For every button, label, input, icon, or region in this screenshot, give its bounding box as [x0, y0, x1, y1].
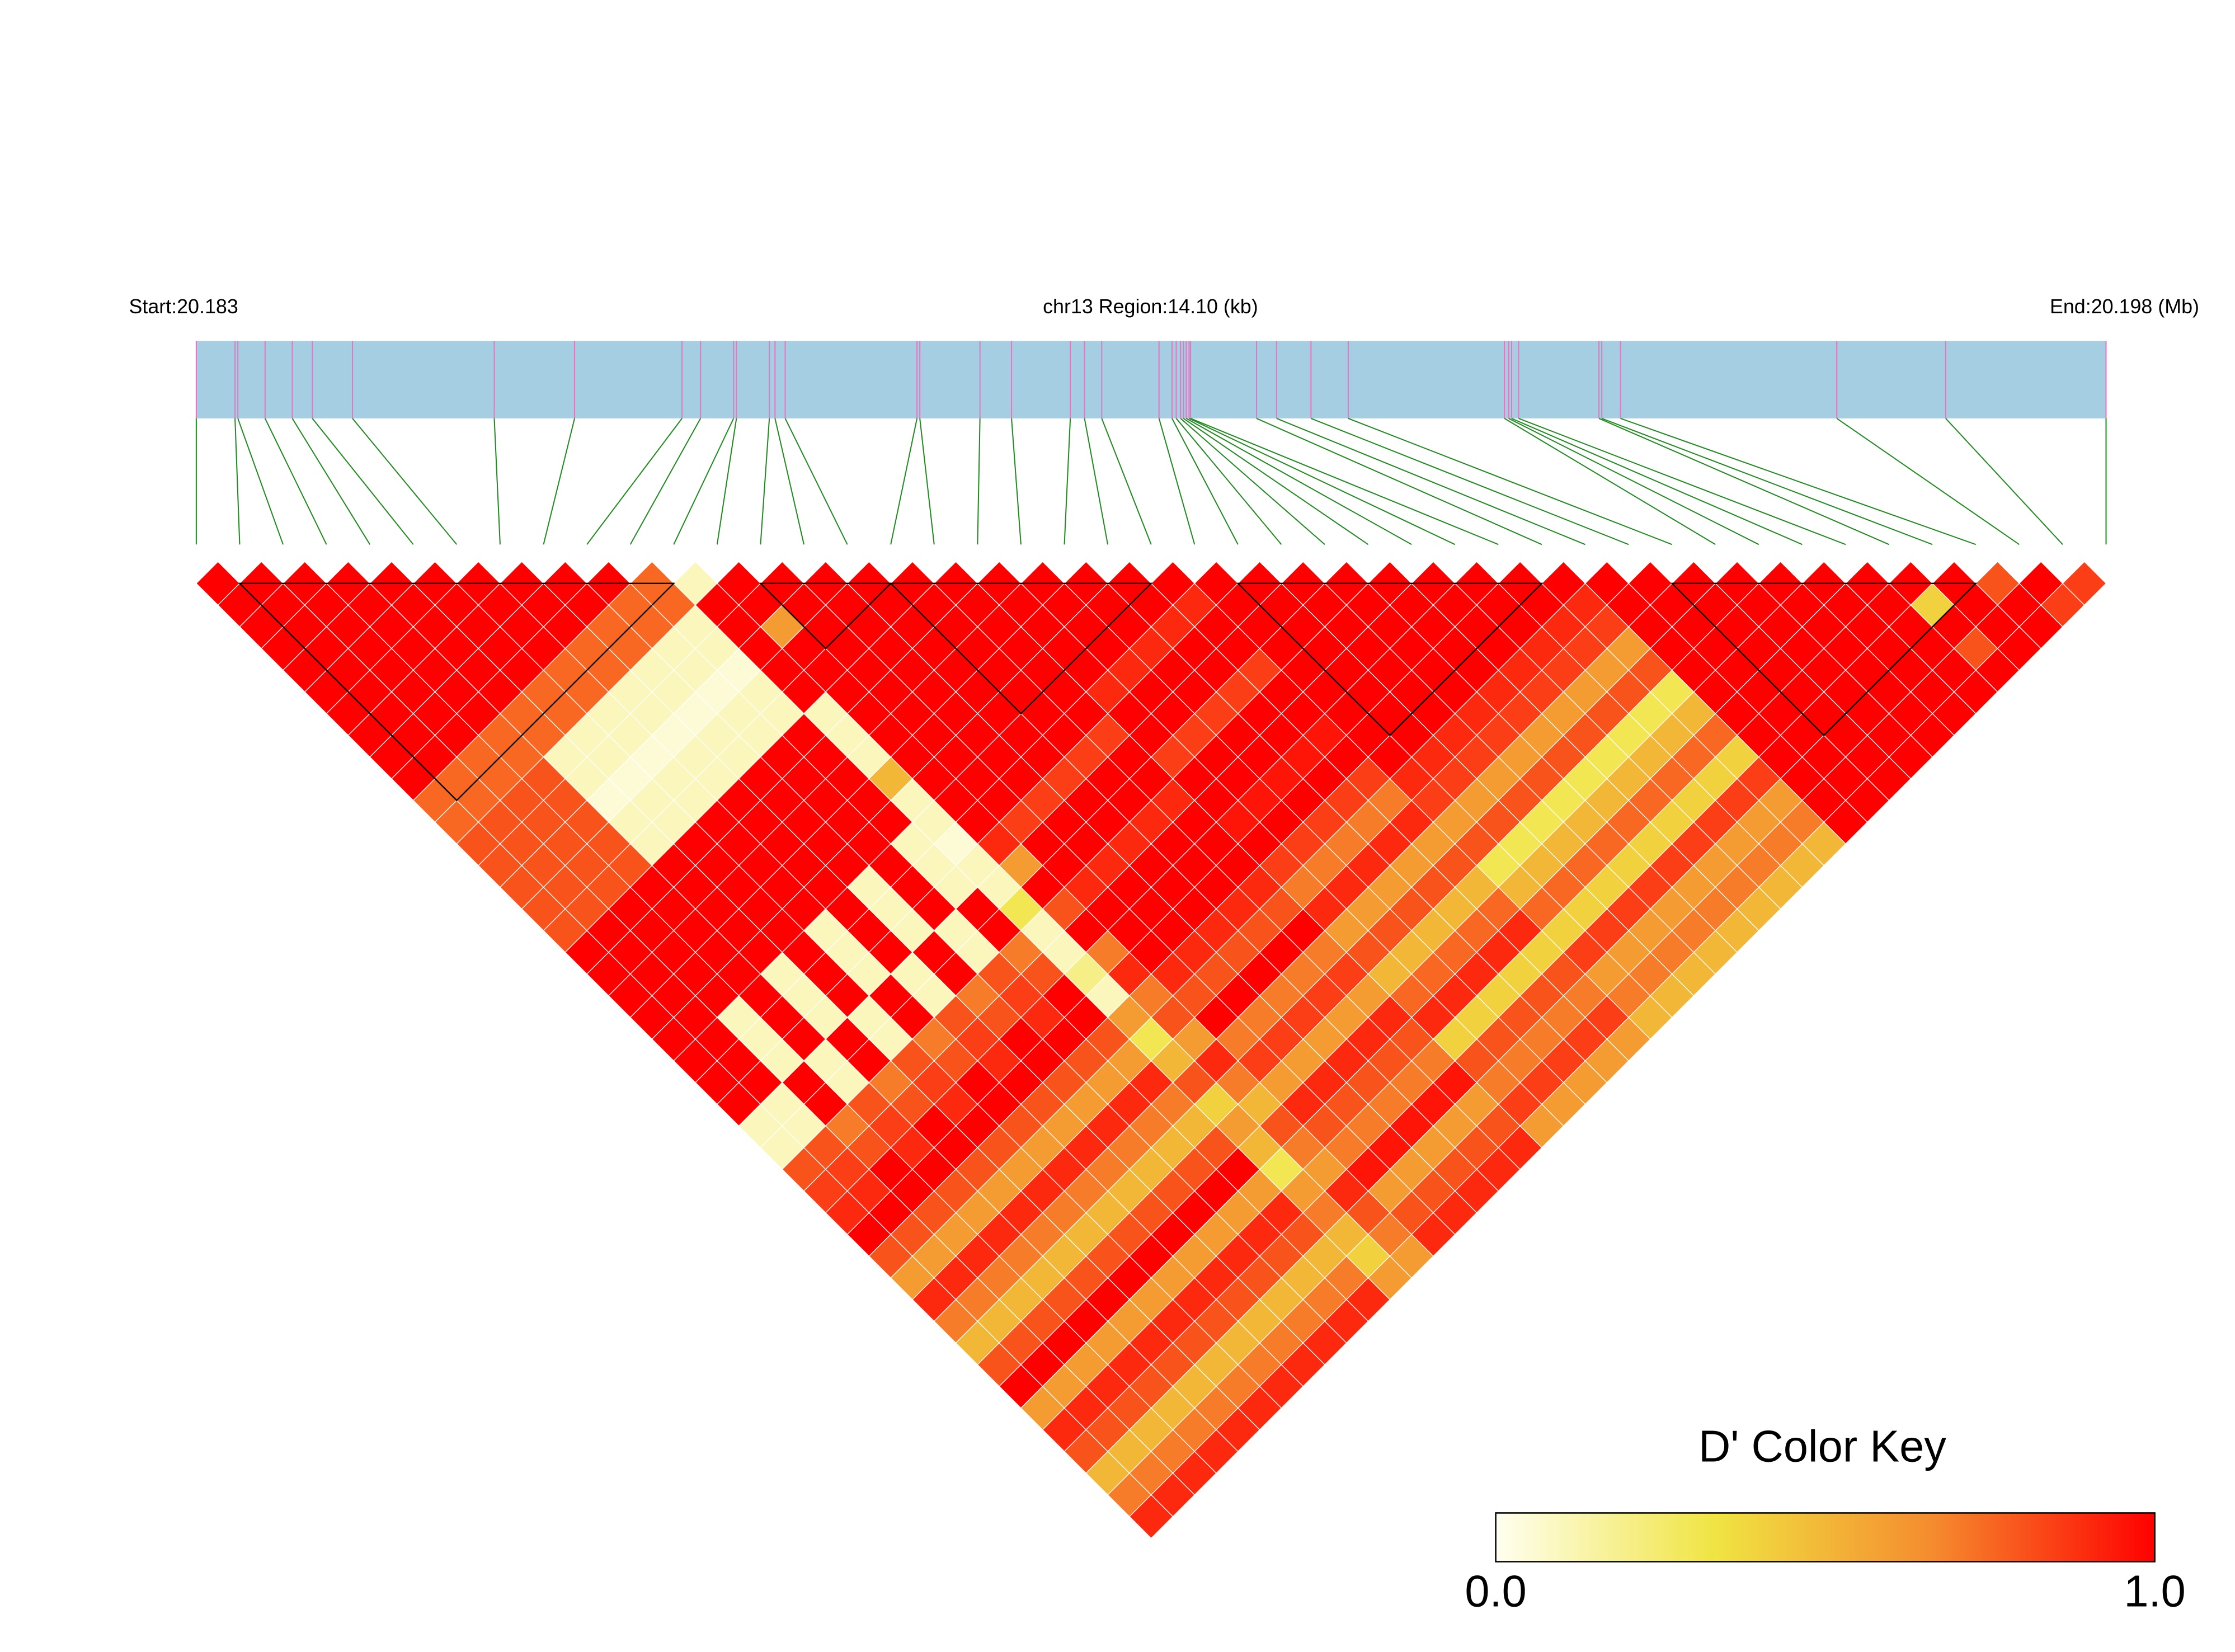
snp-connector: [1508, 418, 1759, 545]
snp-connector: [1064, 418, 1071, 545]
snp-connector: [1175, 418, 1282, 545]
snp-connector: [586, 418, 683, 545]
snp-connector: [1011, 418, 1022, 545]
snp-connector: [673, 418, 735, 545]
snp-connector: [1601, 417, 1933, 545]
snp-connector: [1180, 418, 1325, 545]
colorbar: [1495, 1512, 2156, 1562]
snp-connector: [234, 418, 241, 545]
haplotype-block: [889, 582, 1153, 715]
snp-connector: [1518, 417, 1846, 545]
haplotype-block: [1670, 582, 1978, 736]
snp-connector: [784, 418, 848, 545]
snp-connector: [237, 418, 284, 545]
snp-connector: [774, 418, 805, 545]
colorbar-tick-label: 0.0: [1465, 1566, 1526, 1616]
snp-connector: [890, 418, 918, 545]
end-label: End:20.198 (Mb): [2050, 295, 2199, 318]
snp-connector: [1183, 418, 1369, 545]
snp-connector: [919, 418, 935, 545]
snp-connector: [1310, 417, 1629, 545]
snp-connector: [352, 418, 458, 545]
snp-connector: [1836, 418, 2020, 545]
snp-connector: [1945, 418, 2063, 545]
snp-connector: [629, 418, 702, 545]
snp-connector: [312, 418, 414, 545]
snp-connector: [1256, 417, 1542, 545]
region-label: chr13 Region:14.10 (kb): [1043, 295, 1258, 318]
snp-connector: [1171, 418, 1239, 545]
snp-connector: [291, 418, 371, 545]
snp-connector: [1620, 417, 1977, 545]
snp-connector: [1504, 418, 1716, 545]
snp-connector: [543, 418, 576, 545]
snp-connector: [1185, 418, 1412, 545]
haplotype-block: [1236, 582, 1544, 736]
snp-connector: [1276, 417, 1585, 545]
snp-connector: [1190, 417, 1499, 545]
ld-cell: [2062, 561, 2107, 606]
colorbar-title: D' Color Key: [1698, 1422, 1946, 1471]
snp-connector: [1084, 418, 1109, 545]
snp-connector: [1189, 417, 1456, 545]
snp-connector: [716, 418, 737, 545]
snp-connector: [1348, 417, 1673, 545]
snp-connector: [1511, 417, 1803, 545]
start-label: Start:20.183: [129, 295, 238, 318]
gene-track: [196, 341, 2106, 418]
colorbar-tick-label: 1.0: [2124, 1566, 2185, 1616]
haplotype-block: [759, 582, 892, 649]
snp-connector: [760, 418, 770, 545]
snp-connector: [1158, 418, 1196, 545]
haplotype-block: [238, 582, 676, 802]
snp-connector: [1101, 418, 1152, 545]
snp-connector: [977, 418, 981, 545]
snp-connector: [493, 418, 501, 545]
snp-connector: [1598, 417, 1890, 545]
snp-connector: [264, 418, 327, 545]
